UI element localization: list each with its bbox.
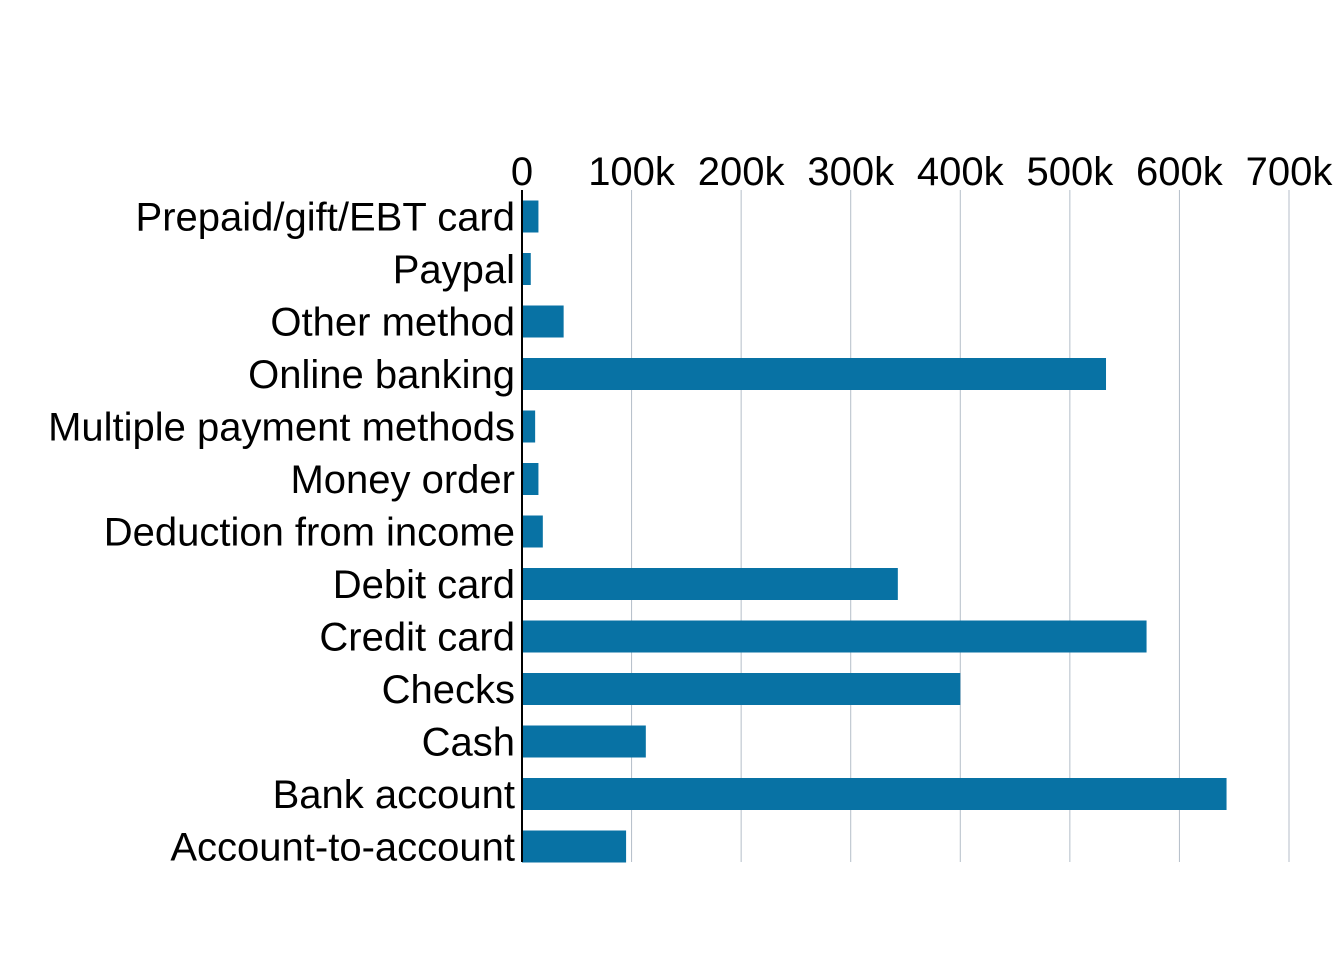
x-tick-label: 300k	[807, 150, 895, 194]
category-label: Paypal	[393, 248, 515, 292]
category-label: Checks	[382, 668, 515, 712]
x-tick-label: 100k	[588, 150, 676, 194]
bar	[522, 620, 1147, 653]
x-tick-label: 200k	[698, 150, 786, 194]
category-label: Credit card	[319, 616, 515, 660]
category-label: Other method	[270, 301, 515, 345]
bars	[522, 200, 1227, 863]
category-labels: Prepaid/gift/EBT card Paypal Other method O…	[48, 196, 515, 870]
category-label: Online banking	[248, 353, 515, 397]
x-tick-label: 700k	[1246, 150, 1334, 194]
bar	[522, 358, 1107, 390]
x-tick-label: 400k	[917, 150, 1005, 194]
x-tick-label: 600k	[1136, 150, 1224, 194]
bar	[522, 253, 531, 285]
category-label: Account-to-account	[170, 826, 515, 870]
bar	[522, 778, 1227, 810]
bar	[522, 568, 898, 600]
bar	[522, 725, 646, 758]
bar	[522, 200, 539, 233]
x-tick-label: 500k	[1026, 150, 1114, 194]
gridlines	[631, 190, 1290, 862]
category-label: Deduction from income	[104, 511, 515, 555]
bar	[522, 515, 543, 548]
bar	[522, 305, 564, 338]
bar	[522, 830, 627, 863]
category-label: Prepaid/gift/EBT card	[136, 196, 515, 240]
category-label: Cash	[422, 721, 515, 765]
category-label: Debit card	[333, 563, 515, 607]
x-tick-label: 0	[511, 150, 533, 194]
category-label: Multiple payment methods	[48, 406, 515, 450]
bar	[522, 410, 536, 443]
category-label: Bank account	[273, 773, 515, 817]
x-axis-ticks: 0 100k 200k 300k 400k 500k 600k 700k	[511, 150, 1333, 194]
bar	[522, 463, 539, 495]
bar	[522, 673, 961, 705]
category-label: Money order	[290, 458, 515, 502]
